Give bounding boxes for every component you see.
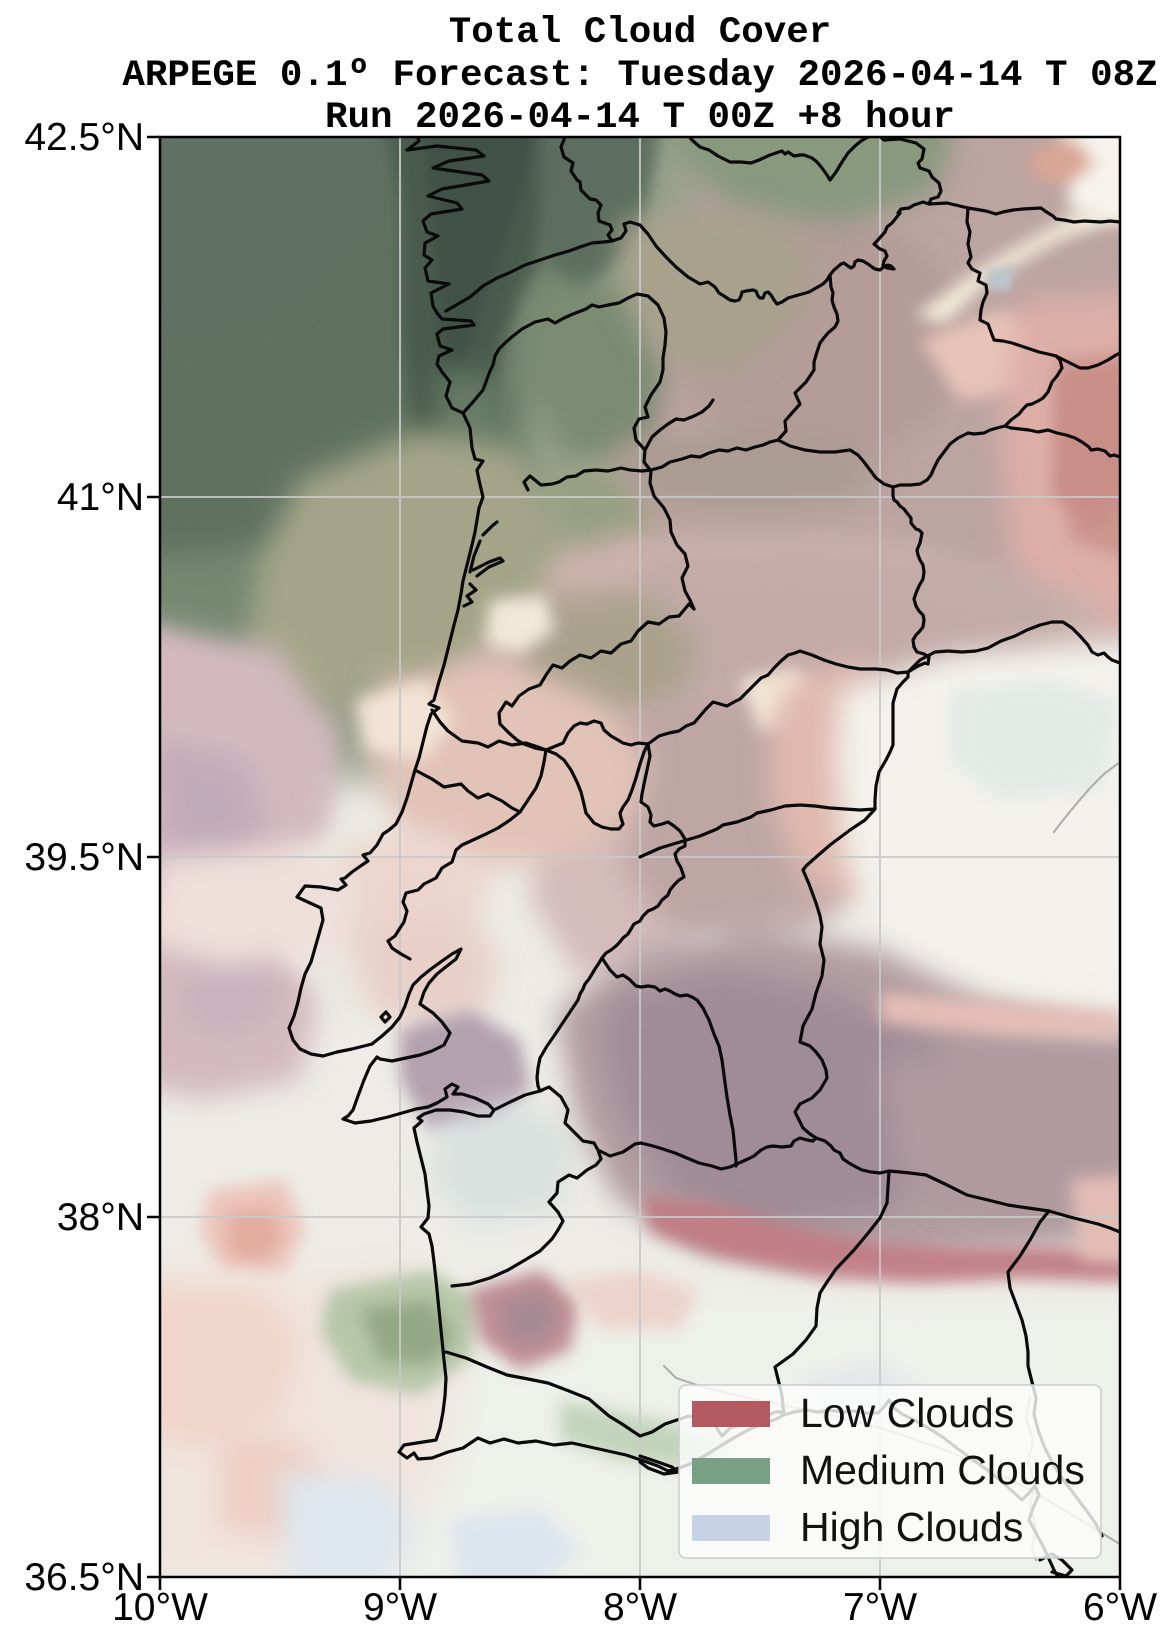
svg-text:7°W: 7°W — [843, 1586, 917, 1629]
svg-text:8°W: 8°W — [603, 1586, 677, 1629]
svg-text:Low Clouds: Low Clouds — [800, 1390, 1014, 1436]
svg-text:ARPEGE 0.1º Forecast: Tuesday: ARPEGE 0.1º Forecast: Tuesday 2026-04-14… — [122, 55, 1157, 97]
svg-text:10°W: 10°W — [112, 1586, 208, 1629]
svg-text:6°W: 6°W — [1083, 1586, 1157, 1629]
svg-text:Total Cloud Cover: Total Cloud Cover — [449, 12, 832, 54]
svg-text:36.5°N: 36.5°N — [24, 1556, 144, 1599]
svg-text:High Clouds: High Clouds — [800, 1504, 1023, 1550]
svg-text:38°N: 38°N — [57, 1196, 144, 1239]
svg-text:39.5°N: 39.5°N — [24, 836, 144, 879]
svg-text:41°N: 41°N — [57, 476, 144, 519]
svg-text:9°W: 9°W — [363, 1586, 437, 1629]
svg-text:42.5°N: 42.5°N — [24, 116, 144, 159]
svg-text:Medium Clouds: Medium Clouds — [800, 1447, 1085, 1493]
svg-text:Run 2026-04-14 T 00Z +8 hour: Run 2026-04-14 T 00Z +8 hour — [325, 97, 955, 139]
